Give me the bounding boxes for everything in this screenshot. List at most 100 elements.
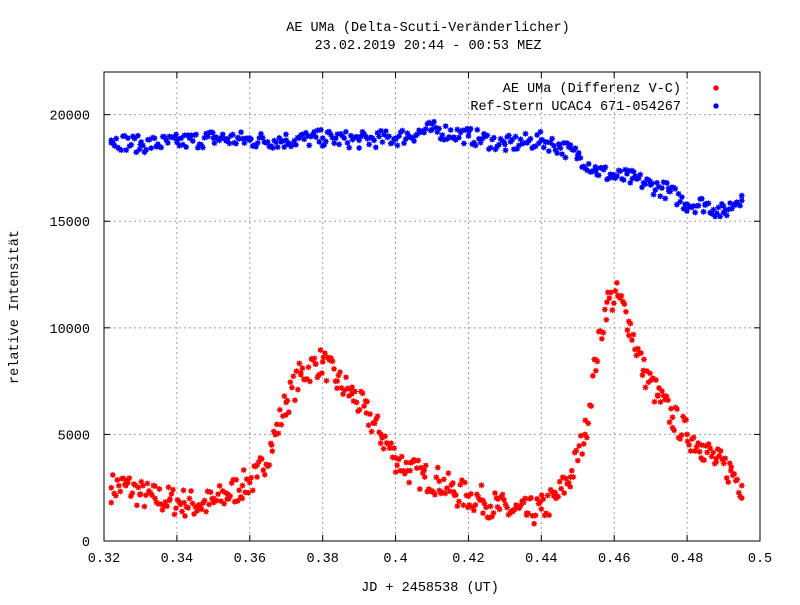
data-point [580,440,587,447]
data-point [648,180,655,187]
data-point [293,368,300,375]
data-point [452,492,459,499]
data-point [321,350,328,357]
data-point [601,306,608,313]
data-point [564,140,571,147]
data-point [371,137,378,144]
data-point [278,421,285,428]
data-point [501,496,508,503]
data-point [266,462,273,469]
data-point [592,163,599,170]
data-point [134,132,141,139]
data-point [241,140,248,147]
data-point [318,370,325,377]
data-point [332,378,339,385]
data-point [738,482,745,489]
data-point [386,445,393,452]
data-point [236,487,243,494]
data-point [669,414,676,421]
data-point [151,483,158,490]
data-point [642,384,649,391]
data-point [657,193,664,200]
data-point [372,144,379,151]
data-point [399,127,406,134]
data-point [568,467,575,474]
data-point [273,421,280,428]
data-point [720,460,727,467]
data-point [341,134,348,141]
data-point [467,125,474,132]
data-point [617,168,624,175]
data-point [349,384,356,391]
data-point [361,403,368,410]
data-point [245,489,252,496]
data-point [371,420,378,427]
data-point [258,130,265,137]
data-point [117,488,124,495]
data-point [377,440,384,447]
data-point [710,206,717,213]
x-tick-label: 0.42 [452,552,484,567]
data-point [329,358,336,365]
data-point [323,377,330,384]
data-point [144,480,151,487]
data-point [698,195,705,202]
data-point [491,490,498,497]
data-point [472,142,479,149]
data-point [572,145,579,152]
data-point [204,133,211,140]
grid [104,72,760,541]
data-point [292,141,299,148]
x-tick-label: 0.34 [161,552,193,567]
data-point [162,499,169,506]
data-point [261,471,268,478]
x-tick-label: 0.5 [748,552,772,567]
data-point [188,132,195,139]
data-point [367,411,374,418]
data-point [705,200,712,207]
data-point [642,181,649,188]
data-point [108,484,115,491]
plot-frame [103,71,761,542]
data-point [403,459,410,466]
data-point [628,337,635,344]
data-point [136,146,143,153]
data-point [532,512,539,519]
data-point [490,510,497,517]
data-point [336,141,343,148]
data-point [577,154,584,161]
data-point [557,145,564,152]
data-point [115,482,122,489]
data-point [296,360,303,367]
data-point [118,147,125,154]
data-point [496,506,503,513]
data-point [590,167,597,174]
x-axis-label: JD + 2458538 (UT) [361,581,499,596]
data-point [540,144,547,151]
data-point [186,495,193,502]
data-point [603,299,610,306]
data-point [683,208,690,215]
data-point [287,379,294,386]
data-point [525,510,532,517]
data-point [537,128,544,135]
data-point [505,132,512,139]
data-point [663,179,670,186]
data-point [520,139,527,146]
data-point [476,497,483,504]
data-point [396,133,403,140]
data-point [112,492,119,499]
data-point [607,289,614,296]
data-points [108,118,745,527]
data-point [394,142,401,149]
data-point [717,447,724,454]
data-point [422,125,429,132]
x-tick-label: 0.46 [598,552,630,567]
data-point [415,457,422,464]
data-point [128,141,135,148]
data-point [614,172,621,179]
data-point [182,513,189,520]
data-point [141,503,148,510]
x-tick-label: 0.44 [525,552,557,567]
data-point [738,192,745,199]
